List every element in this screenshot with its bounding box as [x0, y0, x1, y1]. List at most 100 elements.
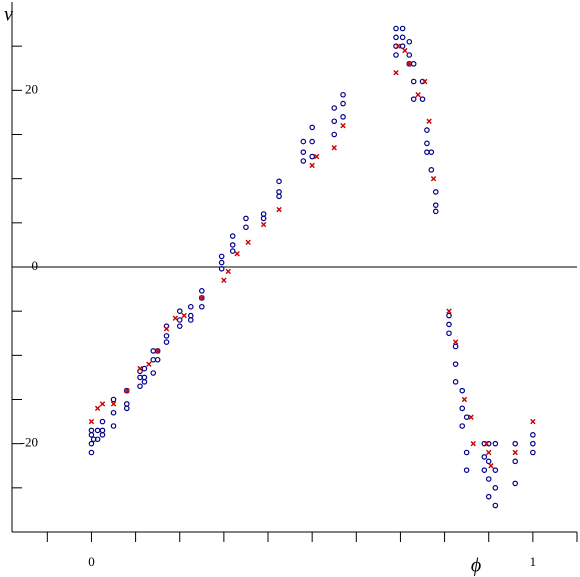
point [99, 401, 106, 407]
point-stroke [110, 401, 117, 407]
point [331, 105, 338, 111]
point [309, 124, 315, 131]
point-stroke [88, 418, 95, 425]
point [432, 208, 439, 215]
point [199, 295, 205, 301]
point [229, 233, 236, 239]
x-tick-label: 0 [88, 554, 95, 569]
point-stroke [181, 312, 187, 319]
point [94, 436, 101, 443]
point [300, 138, 307, 145]
point [452, 343, 459, 350]
point [260, 215, 267, 222]
point [218, 265, 225, 272]
point [463, 467, 470, 473]
point [221, 277, 227, 283]
point [512, 480, 519, 487]
point [530, 418, 536, 425]
point [141, 379, 148, 385]
point [461, 396, 468, 403]
point-stroke [221, 277, 227, 283]
point [154, 348, 161, 354]
point [430, 175, 437, 182]
point [124, 387, 130, 394]
point [393, 34, 399, 41]
point [187, 312, 194, 319]
point [481, 467, 488, 473]
point [225, 268, 231, 275]
y-tick-label: 20 [25, 81, 38, 96]
point [459, 423, 466, 429]
point [406, 61, 412, 67]
point-stroke [415, 92, 421, 98]
point [512, 440, 519, 447]
point [137, 374, 143, 381]
point-stroke [94, 405, 101, 412]
point-stroke [163, 326, 170, 332]
point [123, 387, 130, 394]
point-stroke [146, 361, 152, 367]
point [485, 493, 492, 500]
point-stroke [340, 122, 346, 129]
point [309, 153, 315, 160]
point [446, 312, 452, 319]
point [218, 259, 225, 266]
point [419, 96, 426, 102]
x-axis-label: ϕ [471, 555, 481, 577]
point [402, 47, 408, 54]
point [446, 321, 452, 328]
point [340, 100, 346, 107]
y-axis-label: v [4, 4, 13, 26]
point [485, 476, 492, 482]
point [176, 308, 183, 314]
point [410, 78, 417, 85]
point [229, 248, 236, 254]
point [530, 449, 536, 456]
point [260, 211, 267, 217]
point [463, 449, 470, 456]
point [459, 387, 466, 394]
point-stroke [309, 162, 315, 169]
point [260, 221, 267, 228]
point [110, 423, 117, 429]
point-stroke [99, 401, 106, 407]
point [163, 333, 170, 339]
point [452, 379, 459, 385]
point [163, 326, 170, 332]
point [393, 52, 399, 58]
point [243, 224, 249, 231]
y-tick-label: 0 [32, 258, 39, 273]
point [199, 295, 205, 301]
point [512, 449, 518, 456]
point [141, 374, 148, 381]
point [428, 149, 435, 155]
point [530, 440, 536, 447]
point [229, 242, 236, 248]
point [300, 149, 307, 155]
point-stroke [488, 463, 494, 469]
point [199, 288, 205, 294]
point [199, 303, 205, 310]
point [181, 312, 187, 319]
point [300, 158, 307, 164]
point [176, 317, 183, 323]
point-stroke [260, 221, 267, 228]
point [486, 449, 492, 456]
point-stroke [461, 396, 468, 403]
point-stroke [430, 175, 437, 182]
point [393, 69, 399, 76]
point [492, 502, 499, 509]
point [331, 145, 337, 151]
point [163, 339, 170, 345]
point [176, 323, 183, 329]
point [276, 206, 282, 213]
point [276, 193, 282, 200]
point [99, 427, 106, 434]
point-stroke [124, 387, 130, 394]
point-stroke [245, 239, 251, 245]
point [88, 432, 95, 438]
point [488, 463, 494, 469]
point [432, 202, 439, 208]
point-stroke [402, 47, 408, 54]
